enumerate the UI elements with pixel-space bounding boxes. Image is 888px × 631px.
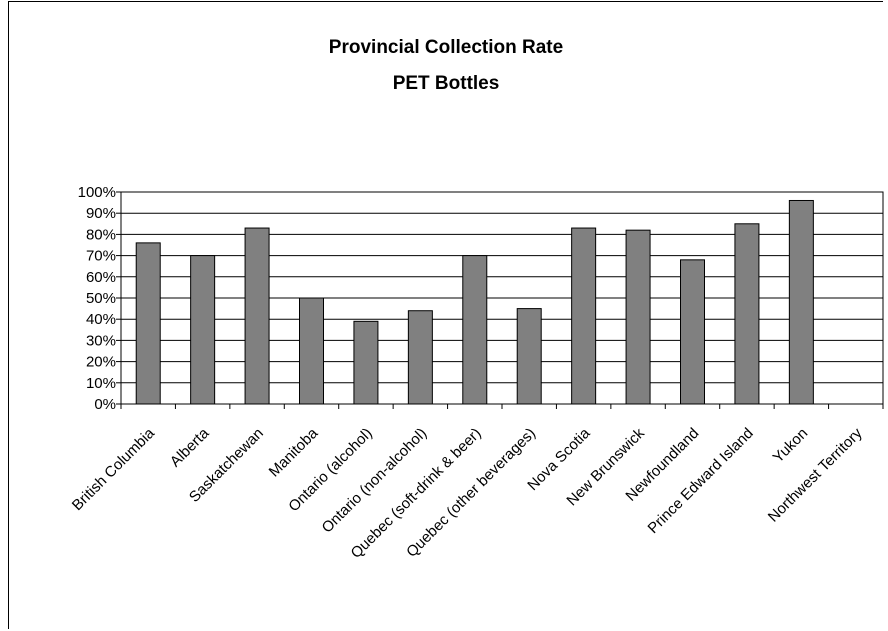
x-category-label: Alberta <box>167 424 213 470</box>
bar <box>462 255 488 405</box>
y-tick-label: 40% <box>86 311 116 328</box>
x-category-label: Northwest Territory <box>765 424 866 525</box>
chart-title-line-1: Provincial Collection Rate <box>329 37 563 58</box>
y-tick-label: 70% <box>86 248 116 265</box>
y-tick-label: 30% <box>86 332 116 349</box>
bar <box>680 259 705 405</box>
y-tick-label: 10% <box>86 375 116 392</box>
bar <box>734 223 760 405</box>
chart-title: Provincial Collection Rate PET Bottles <box>329 37 563 94</box>
plot-area: 0% 10% 20% 30% 40% 50% 60% 70% 80% 90% 100% British… <box>69 184 884 562</box>
x-category-label: Prince Edward Island <box>645 425 757 537</box>
y-tick-label: 20% <box>86 354 116 371</box>
bar <box>788 199 814 405</box>
y-tick-label: 60% <box>86 269 116 286</box>
bar <box>190 255 216 405</box>
x-category-label: Ontario (non-alcohol) <box>319 425 431 537</box>
y-tick-label: 50% <box>86 290 116 307</box>
bar <box>299 297 324 405</box>
bar <box>625 229 651 405</box>
x-category-label: British Columbia <box>69 424 159 514</box>
y-tick-label: 80% <box>86 226 116 243</box>
bar <box>407 310 433 405</box>
bar <box>353 320 379 405</box>
chart-frame <box>8 1 883 629</box>
x-category-label: Manitoba <box>266 424 322 480</box>
chart-title-line-2: PET Bottles <box>393 73 500 94</box>
bar <box>135 242 161 405</box>
y-tick-label: 0% <box>94 396 116 413</box>
bar <box>516 308 542 405</box>
x-category-label: Yukon <box>770 425 812 467</box>
y-tick-label: 90% <box>86 205 116 222</box>
bar <box>244 227 270 405</box>
y-tick-label: 100% <box>78 184 116 201</box>
bar <box>571 227 597 405</box>
